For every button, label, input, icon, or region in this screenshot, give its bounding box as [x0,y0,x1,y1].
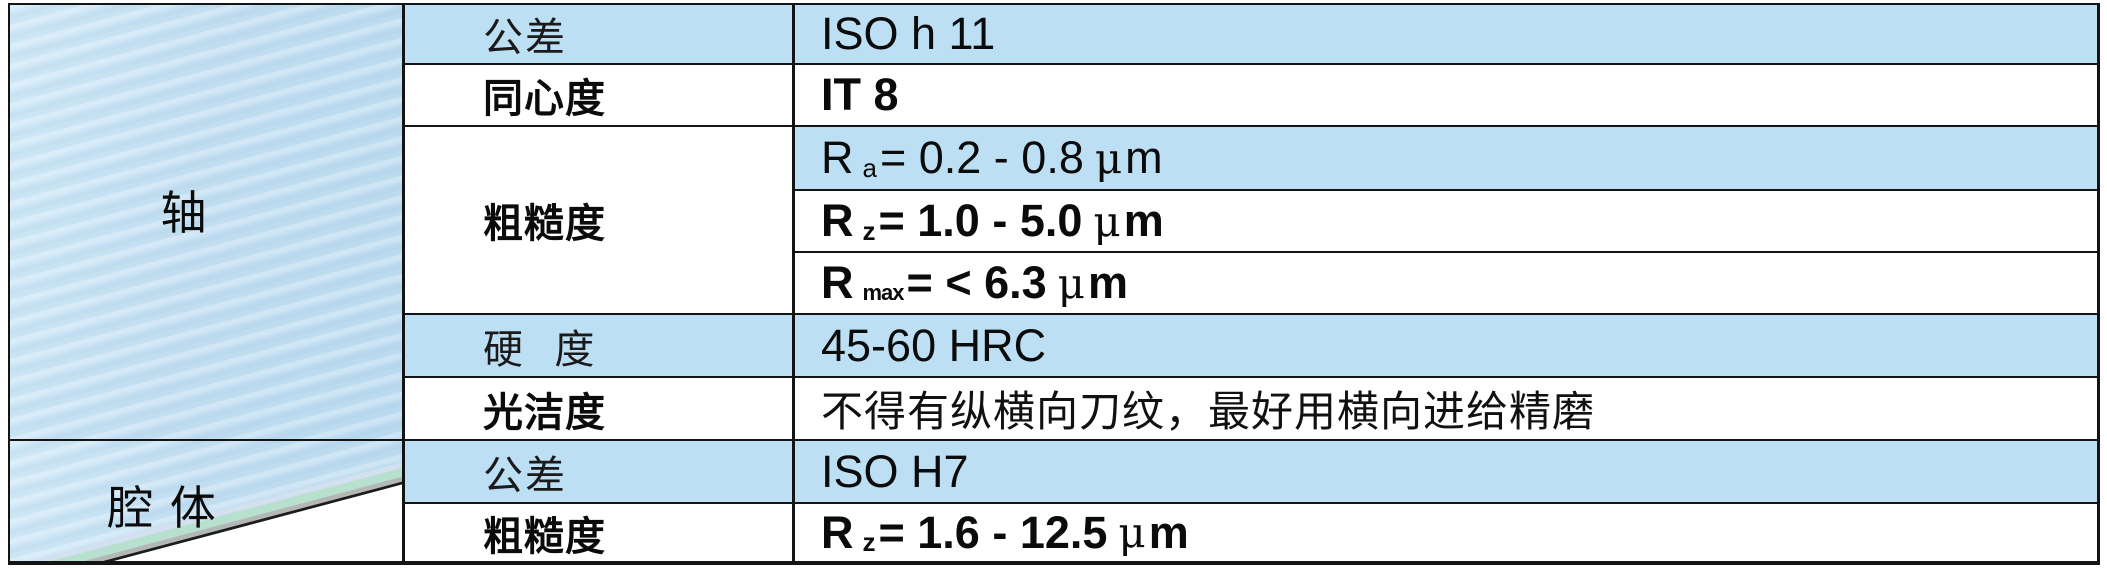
cavity-section-cell: 腔 体 [10,439,402,561]
cavity-tolerance-label: 公差 [483,452,567,499]
shaft-concentricity-value: IT 8 [821,69,899,120]
shaft-tolerance-label-cell: 公差 [402,5,792,63]
cavity-roughness-label-cell: 粗糙度 [402,502,792,561]
shaft-hardness-label-cell: 硬 度 [402,313,792,376]
shaft-tolerance-value: ISO h 11 [821,8,996,59]
shaft-section-cell: 轴 [10,5,402,439]
cavity-roughness-rz-value-cell: R z = 1.6 - 12.5 μ m [792,502,2097,561]
rz-subscript: z [862,215,876,246]
shaft-finish-value-cell: 不得有纵横向刀纹，最好用横向进给精磨 [792,376,2097,439]
cavity-tolerance-value: ISO H7 [821,445,969,497]
cavity-rz-range: = 1.6 - 12.5 [878,506,1108,558]
rz-range: = 1.0 - 5.0 [878,195,1083,246]
shaft-roughness-rz-value-cell: R z = 1.0 - 5.0 μ m [792,189,2097,251]
cavity-roughness-label: 粗糙度 [483,513,606,560]
micro-symbol: μ [1093,196,1121,246]
rmax-subscript: max [862,280,905,305]
shaft-finish-label-cell: 光洁度 [402,376,792,439]
micro-symbol: μ [1118,508,1146,557]
ra-symbol: R [821,132,854,183]
shaft-hardness-value-cell: 45-60 HRC [792,313,2097,376]
rz-unit: m [1123,195,1164,246]
shaft-finish-value: 不得有纵横向刀纹，最好用横向进给精磨 [821,387,1596,436]
micro-symbol: μ [1094,133,1123,183]
cavity-rz-symbol: R [821,506,854,558]
shaft-tolerance-label: 公差 [483,15,567,61]
shaft-roughness-ra-value-cell: R a = 0.2 - 0.8 μ m [792,125,2097,189]
cavity-rz-subscript: z [862,527,876,557]
shaft-roughness-label-cell: 粗糙度 [402,125,792,313]
ra-subscript: a [862,152,877,183]
rmax-unit: m [1087,257,1128,308]
rmax-symbol: R [821,257,854,308]
cavity-tolerance-label-cell: 公差 [402,439,792,502]
shaft-hardness-label: 硬 度 [483,326,597,373]
micro-symbol: μ [1057,258,1085,308]
shaft-roughness-rmax-value-cell: R max = < 6.3 μ m [792,251,2097,313]
rmax-range: = < 6.3 [906,257,1047,308]
shaft-hardness-value: 45-60 HRC [821,319,1047,371]
shaft-concentricity-label-cell: 同心度 [402,63,792,125]
shaft-section-label: 轴 [160,186,208,240]
diagonal-cut-decoration [29,462,402,561]
shaft-tolerance-value-cell: ISO h 11 [792,5,2097,63]
shaft-roughness-label: 粗糙度 [483,201,606,247]
cavity-rz-unit: m [1148,506,1189,558]
shaft-concentricity-label: 同心度 [483,76,606,122]
shaft-concentricity-value-cell: IT 8 [792,63,2097,125]
spec-table: 轴 腔 体 公差 同心度 粗糙度 硬 度 光洁度 公差 粗糙度 ISO h 11 [8,3,2100,565]
ra-range: = 0.2 - 0.8 [879,132,1084,183]
shaft-finish-label: 光洁度 [483,389,606,436]
ra-unit: m [1125,132,1163,183]
cavity-section-label: 腔 体 [107,481,217,535]
cavity-tolerance-value-cell: ISO H7 [792,439,2097,502]
rz-symbol: R [821,195,854,246]
